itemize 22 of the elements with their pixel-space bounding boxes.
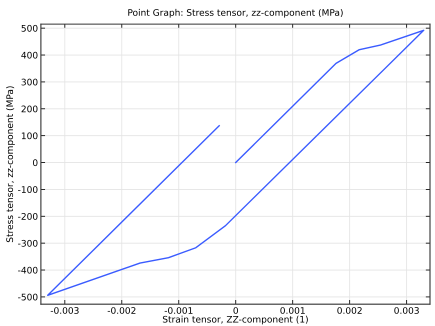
- y-tick-label: -300: [18, 240, 38, 247]
- y-tick-label: -200: [18, 213, 38, 220]
- y-tick-label: 200: [22, 106, 38, 112]
- y-tick-label: -100: [18, 186, 38, 193]
- chart-title: Point Graph: Stress tensor, zz-component (MPa): [128, 8, 343, 18]
- x-axis-title: Strain tensor, ZZ-component (1): [162, 316, 308, 324]
- y-tick-label: 300: [22, 78, 38, 86]
- y-tick-label: 0: [32, 159, 38, 166]
- x-tick-label: 0: [233, 307, 238, 314]
- y-axis-title: Stress tensor, zz-component (MPa): [6, 86, 15, 242]
- x-tick-label: 0.001: [280, 307, 305, 314]
- line-series: [47, 30, 424, 296]
- y-tick-label: -500: [18, 294, 38, 300]
- x-tick-label: -0.001: [164, 307, 192, 314]
- x-tick-label: -0.002: [108, 307, 136, 314]
- x-tick-label: 0.003: [394, 307, 419, 314]
- y-tick-label: 500: [22, 24, 38, 32]
- y-tick-label: 100: [22, 132, 38, 140]
- y-tick-label: -400: [18, 266, 38, 274]
- x-tick-label: -0.003: [50, 307, 79, 314]
- x-tick-label: 0.002: [337, 307, 362, 314]
- y-tick-label: 400: [21, 52, 38, 59]
